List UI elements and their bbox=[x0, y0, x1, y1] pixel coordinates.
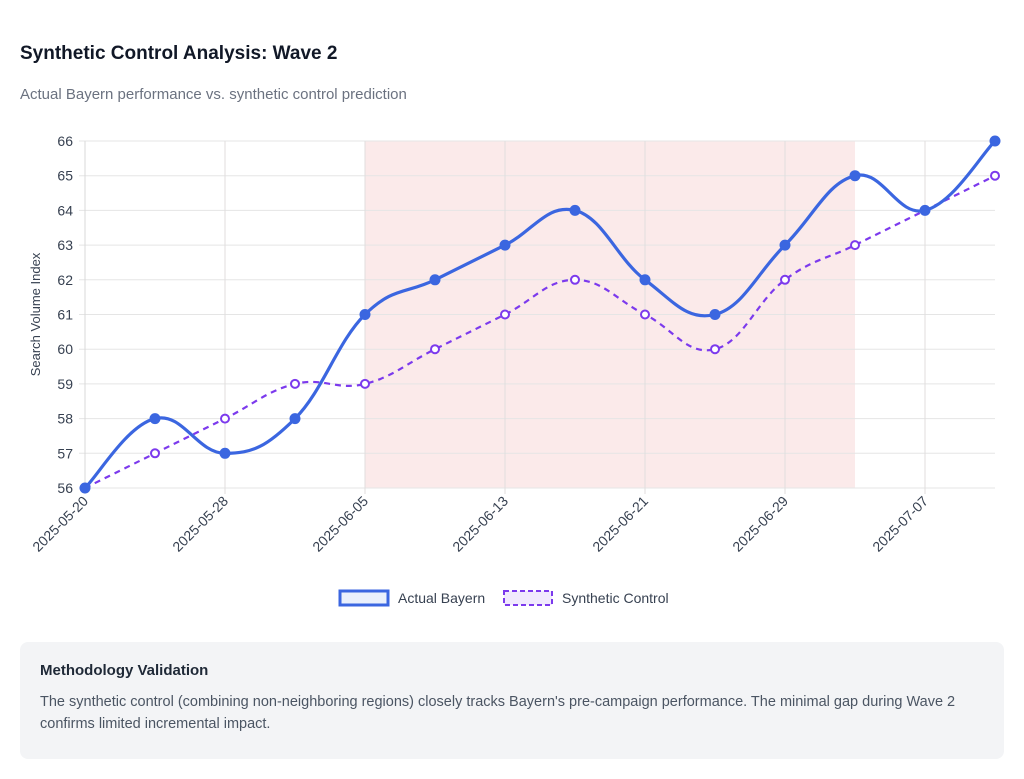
synthetic-point bbox=[290, 378, 300, 389]
y-tick-label: 56 bbox=[57, 480, 73, 496]
series-line-1 bbox=[84, 174, 996, 489]
actual-point bbox=[709, 309, 721, 320]
actual-point bbox=[429, 274, 441, 286]
y-tick-label: 63 bbox=[57, 237, 73, 253]
x-tick-label: 2025-05-20 bbox=[29, 493, 91, 555]
x-tick-label: 2025-06-29 bbox=[729, 493, 791, 555]
legend-swatch bbox=[503, 590, 553, 606]
methodology-note: Methodology Validation The synthetic con… bbox=[20, 642, 1004, 759]
chart-subtitle: Actual Bayern performance vs. synthetic … bbox=[20, 86, 407, 103]
synthetic-point bbox=[780, 274, 790, 285]
synthetic-point bbox=[220, 413, 230, 424]
note-title: Methodology Validation bbox=[40, 662, 209, 679]
y-tick-label: 57 bbox=[57, 445, 73, 461]
line-chart: 56 57 58 59 60 61 62 63 64 65 66 2025-05-20 2025-05-… bbox=[28, 133, 1001, 607]
actual-point bbox=[989, 135, 1001, 147]
actual-point bbox=[779, 239, 791, 251]
x-tick-label: 2025-06-21 bbox=[589, 493, 651, 555]
synthetic-point bbox=[150, 448, 160, 459]
y-tick-label: 66 bbox=[57, 133, 73, 149]
legend-label: Actual Bayern bbox=[398, 590, 485, 606]
actual-point bbox=[919, 204, 931, 216]
actual-point bbox=[499, 239, 511, 251]
y-tick-label: 64 bbox=[57, 202, 73, 218]
y-tick-label: 60 bbox=[57, 341, 73, 357]
legend: Actual Bayern Synthetic Control bbox=[338, 589, 669, 607]
actual-point bbox=[849, 170, 861, 182]
actual-point bbox=[219, 447, 231, 459]
y-tick-label: 59 bbox=[57, 376, 73, 392]
y-tick-label: 58 bbox=[57, 411, 73, 427]
synthetic-point bbox=[360, 378, 370, 389]
y-tick-label: 65 bbox=[57, 168, 73, 184]
synthetic-point bbox=[990, 170, 1000, 181]
legend-swatch bbox=[338, 589, 390, 607]
x-tick-label: 2025-07-07 bbox=[869, 493, 931, 555]
actual-point bbox=[149, 413, 161, 425]
synthetic-point bbox=[850, 240, 860, 251]
synthetic-point bbox=[570, 274, 580, 285]
synthetic-point bbox=[500, 309, 510, 320]
note-text: The synthetic control (combining non-nei… bbox=[40, 694, 956, 732]
actual-point bbox=[569, 204, 581, 216]
x-tick-label: 2025-06-13 bbox=[449, 493, 511, 555]
x-tick-label: 2025-05-28 bbox=[169, 493, 231, 555]
actual-point bbox=[79, 482, 91, 494]
y-axis-label: Search Volume Index bbox=[28, 252, 43, 376]
synthetic-point bbox=[430, 344, 440, 355]
chart-title: Synthetic Control Analysis: Wave 2 bbox=[20, 43, 338, 64]
y-tick-label: 62 bbox=[57, 272, 73, 288]
actual-point bbox=[359, 309, 371, 320]
actual-point bbox=[289, 413, 301, 425]
actual-point bbox=[639, 274, 651, 286]
legend-label: Synthetic Control bbox=[562, 590, 669, 606]
x-tick-label: 2025-06-05 bbox=[309, 493, 371, 555]
synthetic-point bbox=[710, 344, 720, 355]
y-tick-label: 61 bbox=[57, 307, 73, 323]
synthetic-point bbox=[640, 309, 650, 320]
